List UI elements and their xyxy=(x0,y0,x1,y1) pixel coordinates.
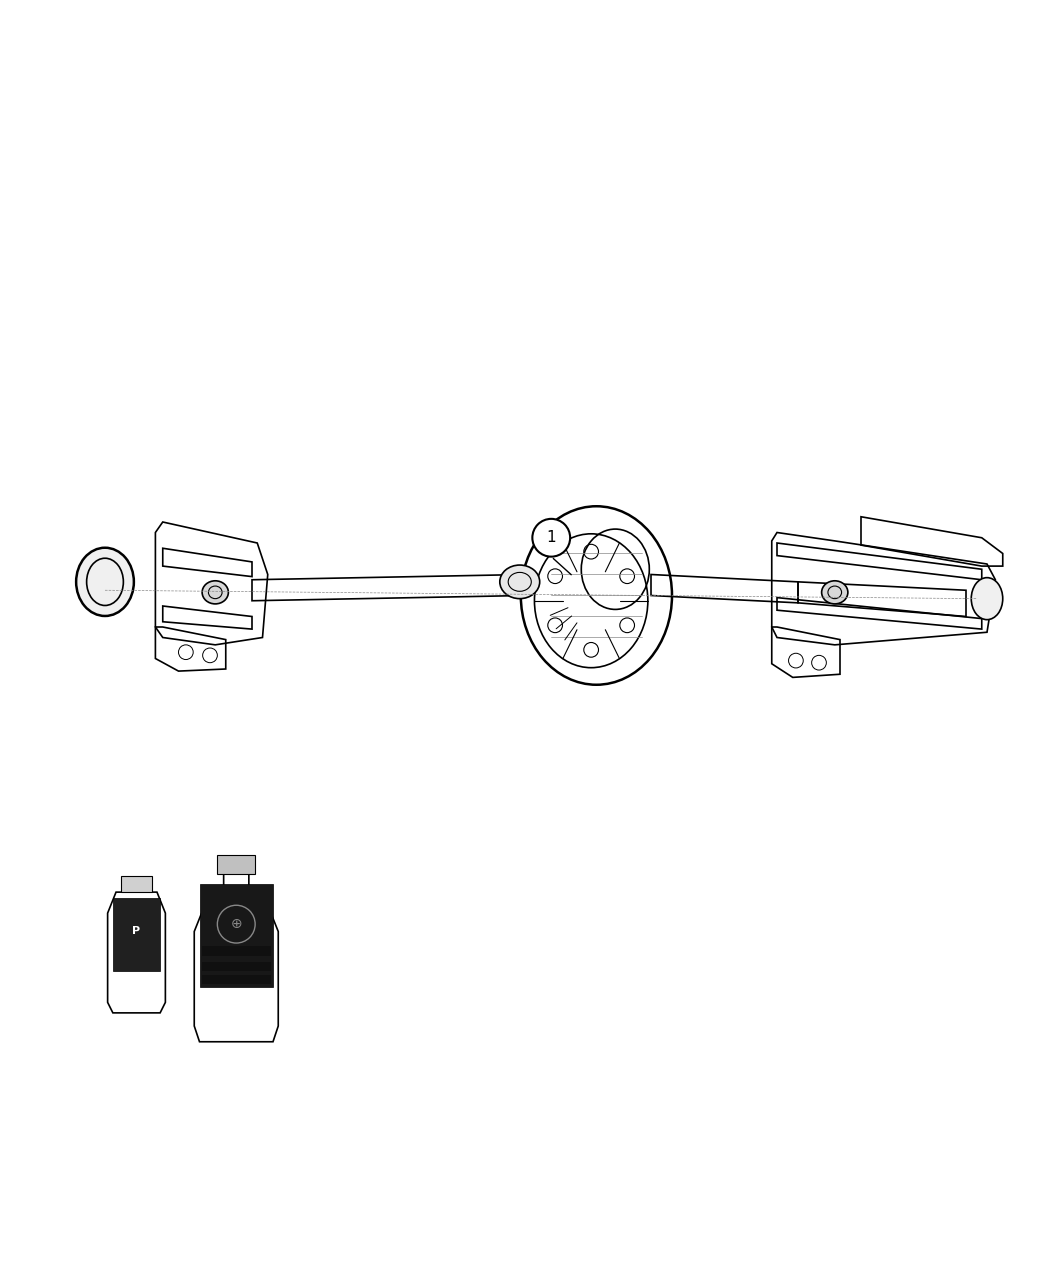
Ellipse shape xyxy=(76,548,134,616)
Bar xyxy=(202,946,271,956)
Ellipse shape xyxy=(971,578,1003,620)
Ellipse shape xyxy=(821,581,848,604)
Ellipse shape xyxy=(500,565,540,599)
Bar xyxy=(202,961,271,972)
Bar xyxy=(202,974,271,984)
Ellipse shape xyxy=(202,581,229,604)
Bar xyxy=(121,876,152,892)
Bar xyxy=(200,885,273,987)
Bar xyxy=(217,854,255,873)
Text: ⊕: ⊕ xyxy=(230,917,243,931)
Bar xyxy=(113,898,161,972)
Circle shape xyxy=(532,519,570,557)
Text: 1: 1 xyxy=(546,530,556,546)
Text: P: P xyxy=(132,927,141,937)
